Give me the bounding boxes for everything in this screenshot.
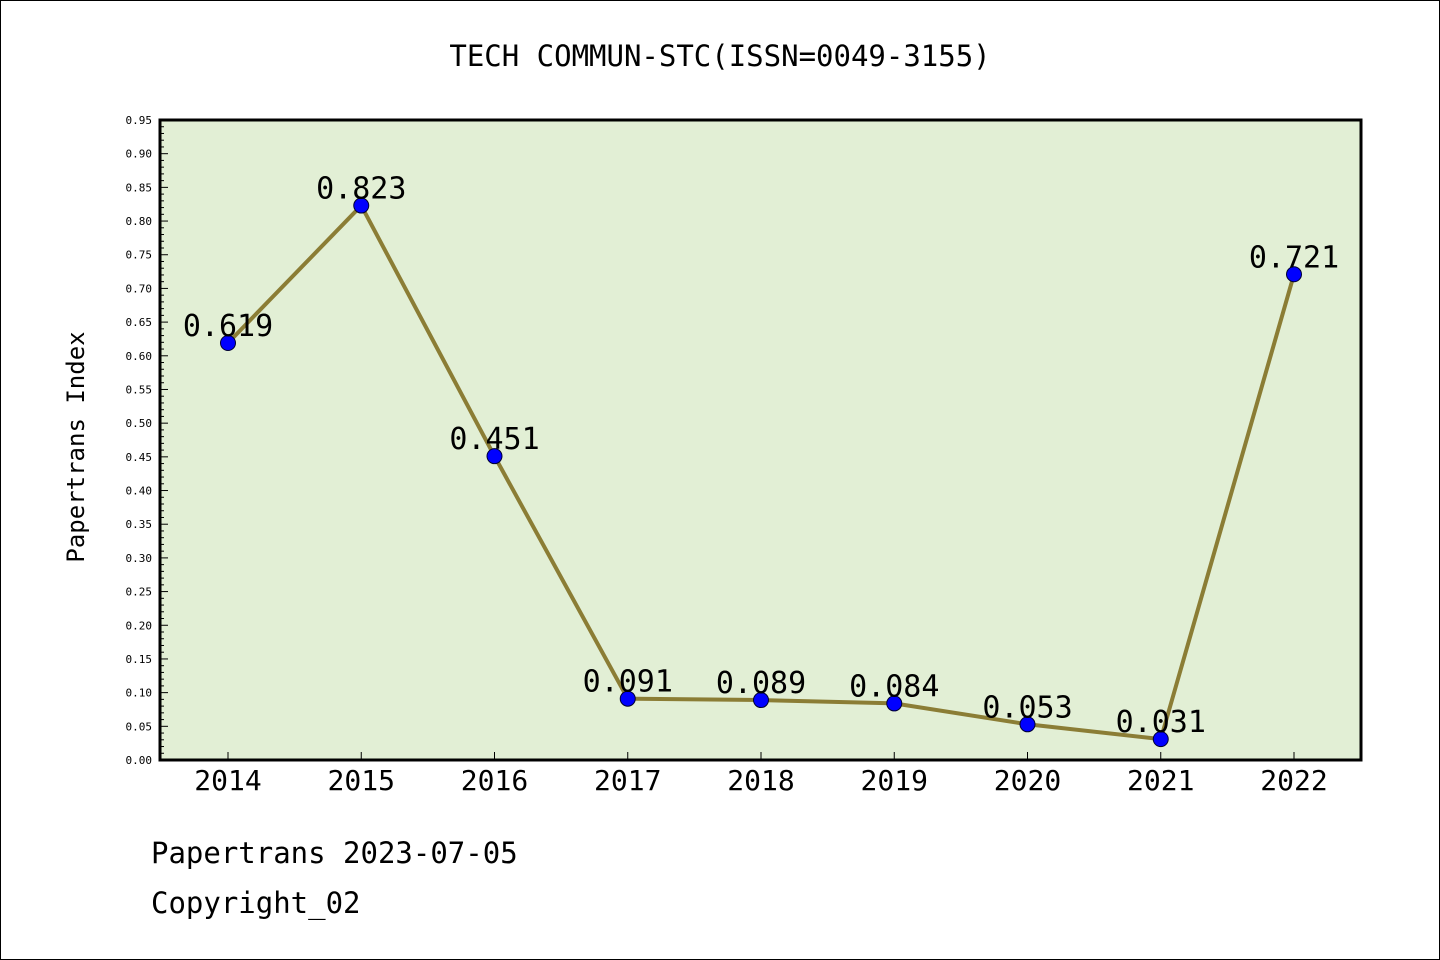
y-axis-label: Papertrans Index <box>62 331 90 562</box>
data-label: 0.619 <box>183 309 273 344</box>
y-tick-label: 0.10 <box>126 687 153 700</box>
x-tick-label: 2015 <box>328 764 395 797</box>
x-tick-label: 2018 <box>727 764 794 797</box>
y-tick-label: 0.90 <box>126 148 153 161</box>
y-tick-label: 0.40 <box>126 485 153 498</box>
y-tick-label: 0.50 <box>126 417 153 430</box>
y-tick-label: 0.70 <box>126 282 153 295</box>
data-label: 0.031 <box>1116 705 1206 740</box>
data-label: 0.091 <box>583 665 673 700</box>
x-tick-label: 2016 <box>461 764 528 797</box>
y-tick-label: 0.80 <box>126 215 153 228</box>
y-tick-label: 0.65 <box>126 316 153 329</box>
y-tick-label: 0.95 <box>126 114 153 127</box>
data-label: 0.823 <box>316 172 406 207</box>
data-label: 0.089 <box>716 666 806 701</box>
y-tick-label: 0.25 <box>126 586 153 599</box>
data-point <box>353 197 370 214</box>
x-tick-label: 2017 <box>594 764 661 797</box>
data-point <box>1286 266 1302 283</box>
data-label: 0.451 <box>449 422 539 457</box>
y-tick-label: 0.20 <box>126 619 153 632</box>
y-tick-label: 0.00 <box>126 754 153 767</box>
footer-date: Papertrans 2023-07-05 <box>151 836 518 870</box>
data-point <box>619 690 636 707</box>
x-tick-label: 2020 <box>994 764 1061 797</box>
data-point <box>486 448 503 465</box>
x-tick-label: 2019 <box>861 764 928 797</box>
y-tick-label: 0.05 <box>126 720 153 733</box>
plot-border <box>158 118 1363 762</box>
data-point <box>220 334 236 351</box>
footer-copyright: Copyright_02 <box>151 886 361 920</box>
chart-title: TECH COMMUN-STC(ISSN=0049-3155) <box>449 39 990 73</box>
y-tick-label: 0.15 <box>126 653 153 666</box>
data-label: 0.053 <box>982 690 1072 725</box>
data-point <box>1152 731 1169 748</box>
data-point <box>753 692 769 709</box>
y-tick-label: 0.85 <box>126 181 153 194</box>
y-tick-label: 0.30 <box>126 552 153 565</box>
x-tick-label: 2021 <box>1127 764 1194 797</box>
data-label: 0.084 <box>849 669 939 704</box>
data-point <box>886 695 903 712</box>
y-tick-label: 0.35 <box>126 518 153 531</box>
x-tick-label: 2014 <box>194 764 261 797</box>
data-label: 0.721 <box>1249 240 1339 275</box>
y-tick-label: 0.75 <box>126 249 153 262</box>
y-tick-label: 0.60 <box>126 350 153 363</box>
data-markers <box>220 197 1302 748</box>
y-tick-label: 0.45 <box>126 451 153 464</box>
data-labels: 0.619 0.823 0.451 0.091 0.089 0.084 0.053 0.031… <box>183 172 1339 741</box>
x-tick-label: 2022 <box>1260 764 1327 797</box>
x-axis: 2014 2015 2016 2017 2018 2019 2020 2021 2022 <box>194 752 1328 797</box>
plot-area <box>160 120 1361 760</box>
y-tick-label: 0.55 <box>126 383 153 396</box>
y-axis: 0.00 0.05 0.10 0.15 0.20 0.25 0.30 0.35 0.40 0.45… <box>126 114 168 767</box>
data-point <box>1019 716 1036 733</box>
